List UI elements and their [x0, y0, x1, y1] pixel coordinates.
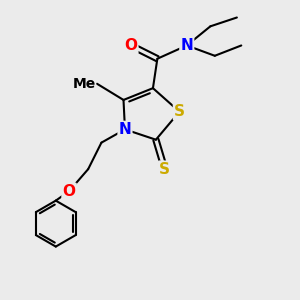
Text: N: N	[180, 38, 193, 53]
Text: S: S	[159, 162, 170, 177]
Text: Me: Me	[72, 77, 95, 91]
Text: O: O	[62, 184, 76, 199]
Text: N: N	[118, 122, 131, 137]
Text: S: S	[174, 104, 185, 119]
Text: O: O	[124, 38, 137, 53]
